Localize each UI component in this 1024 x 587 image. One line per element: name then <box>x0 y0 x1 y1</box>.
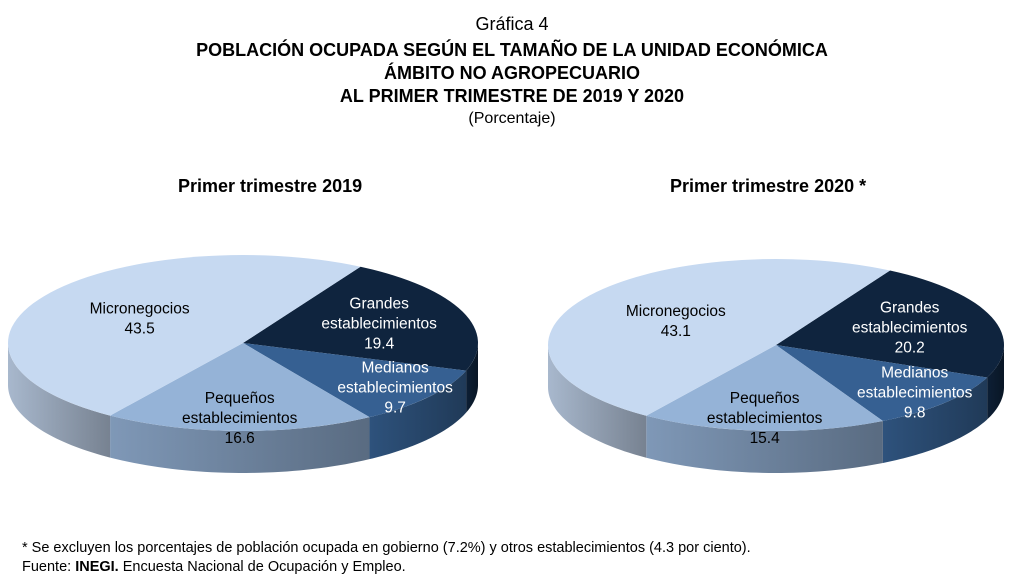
slice-label: Micronegocios 43.5 <box>90 301 190 338</box>
slice-name: Pequeños <box>205 390 275 407</box>
slice-value: 9.7 <box>384 399 406 416</box>
slice-name: establecimientos <box>707 410 823 427</box>
slice-value: 15.4 <box>750 430 781 447</box>
pie-slice <box>110 343 370 431</box>
pie-0: Grandes establecimientos 19.4 Medianos estab… <box>8 255 479 473</box>
slice-name: Micronegocios <box>90 301 190 318</box>
pie-slice-side <box>369 370 467 460</box>
pie-slice-side <box>548 345 647 458</box>
slice-label: Medianos establecimientos 9.7 <box>337 359 453 416</box>
pie-slice <box>776 270 1004 378</box>
chart-title-line1: POBLACIÓN OCUPADA SEGÚN EL TAMAÑO DE LA … <box>196 40 828 60</box>
slice-value: 16.6 <box>225 430 255 447</box>
chart-unit: (Porcentaje) <box>468 110 556 127</box>
source-label: Fuente: <box>22 559 72 575</box>
slice-label: Pequeños establecimientos 16.6 <box>182 390 298 447</box>
source-text: Encuesta Nacional de Ocupación y Empleo. <box>122 559 406 575</box>
slice-name: Micronegocios <box>626 303 726 320</box>
pie-slice-side <box>8 343 111 458</box>
pie-slice <box>776 345 988 421</box>
pie-slice-side <box>987 345 1004 420</box>
slice-name: Medianos <box>881 364 948 381</box>
pie-1: Grandes establecimientos 20.2 Medianos estab… <box>548 259 1004 473</box>
slice-name: establecimientos <box>321 316 437 333</box>
pie-slice <box>8 255 361 416</box>
slice-label: Grandes establecimientos 19.4 <box>321 296 437 353</box>
slice-name: Pequeños <box>730 390 800 407</box>
slice-label: Pequeños establecimientos 15.4 <box>707 390 823 447</box>
slice-value: 43.1 <box>661 323 691 340</box>
slice-name: Grandes <box>880 300 940 317</box>
pie-slice-side <box>646 415 883 473</box>
chart-title-line2: ÁMBITO NO AGROPECUARIO <box>383 63 640 83</box>
pie-2020-title: Primer trimestre 2020 * <box>670 176 867 196</box>
source-org: INEGI. <box>75 559 119 575</box>
pie-slice <box>243 343 467 418</box>
slice-label: Micronegocios 43.1 <box>626 303 726 340</box>
pie-slice <box>646 345 883 431</box>
source-line: Fuente: INEGI. Encuesta Nacional de Ocup… <box>22 559 406 575</box>
slice-label: Grandes establecimientos 20.2 <box>852 300 968 357</box>
pie-slice-side <box>882 377 988 463</box>
slice-name: Medianos <box>362 359 429 376</box>
slice-value: 43.5 <box>125 321 155 338</box>
slice-value: 9.8 <box>904 404 926 421</box>
chart-title-line3: AL PRIMER TRIMESTRE DE 2019 Y 2020 <box>339 86 685 106</box>
pie-slice-side <box>110 415 370 473</box>
pie-slice <box>548 259 890 416</box>
chart-label: Gráfica 4 <box>475 14 549 34</box>
pie-slice <box>243 266 479 371</box>
slice-name: establecimientos <box>182 410 298 427</box>
slice-value: 20.2 <box>895 340 925 357</box>
pie-slice-side <box>466 343 478 413</box>
slice-name: Grandes <box>349 296 409 313</box>
pie-2019-title: Primer trimestre 2019 <box>178 176 363 196</box>
slice-name: establecimientos <box>337 379 453 396</box>
footnote: * Se excluyen los porcentajes de poblaci… <box>22 540 751 556</box>
slice-name: establecimientos <box>852 320 968 337</box>
slice-name: establecimientos <box>857 384 973 401</box>
slice-value: 19.4 <box>364 336 395 353</box>
slice-label: Medianos establecimientos 9.8 <box>857 364 973 421</box>
